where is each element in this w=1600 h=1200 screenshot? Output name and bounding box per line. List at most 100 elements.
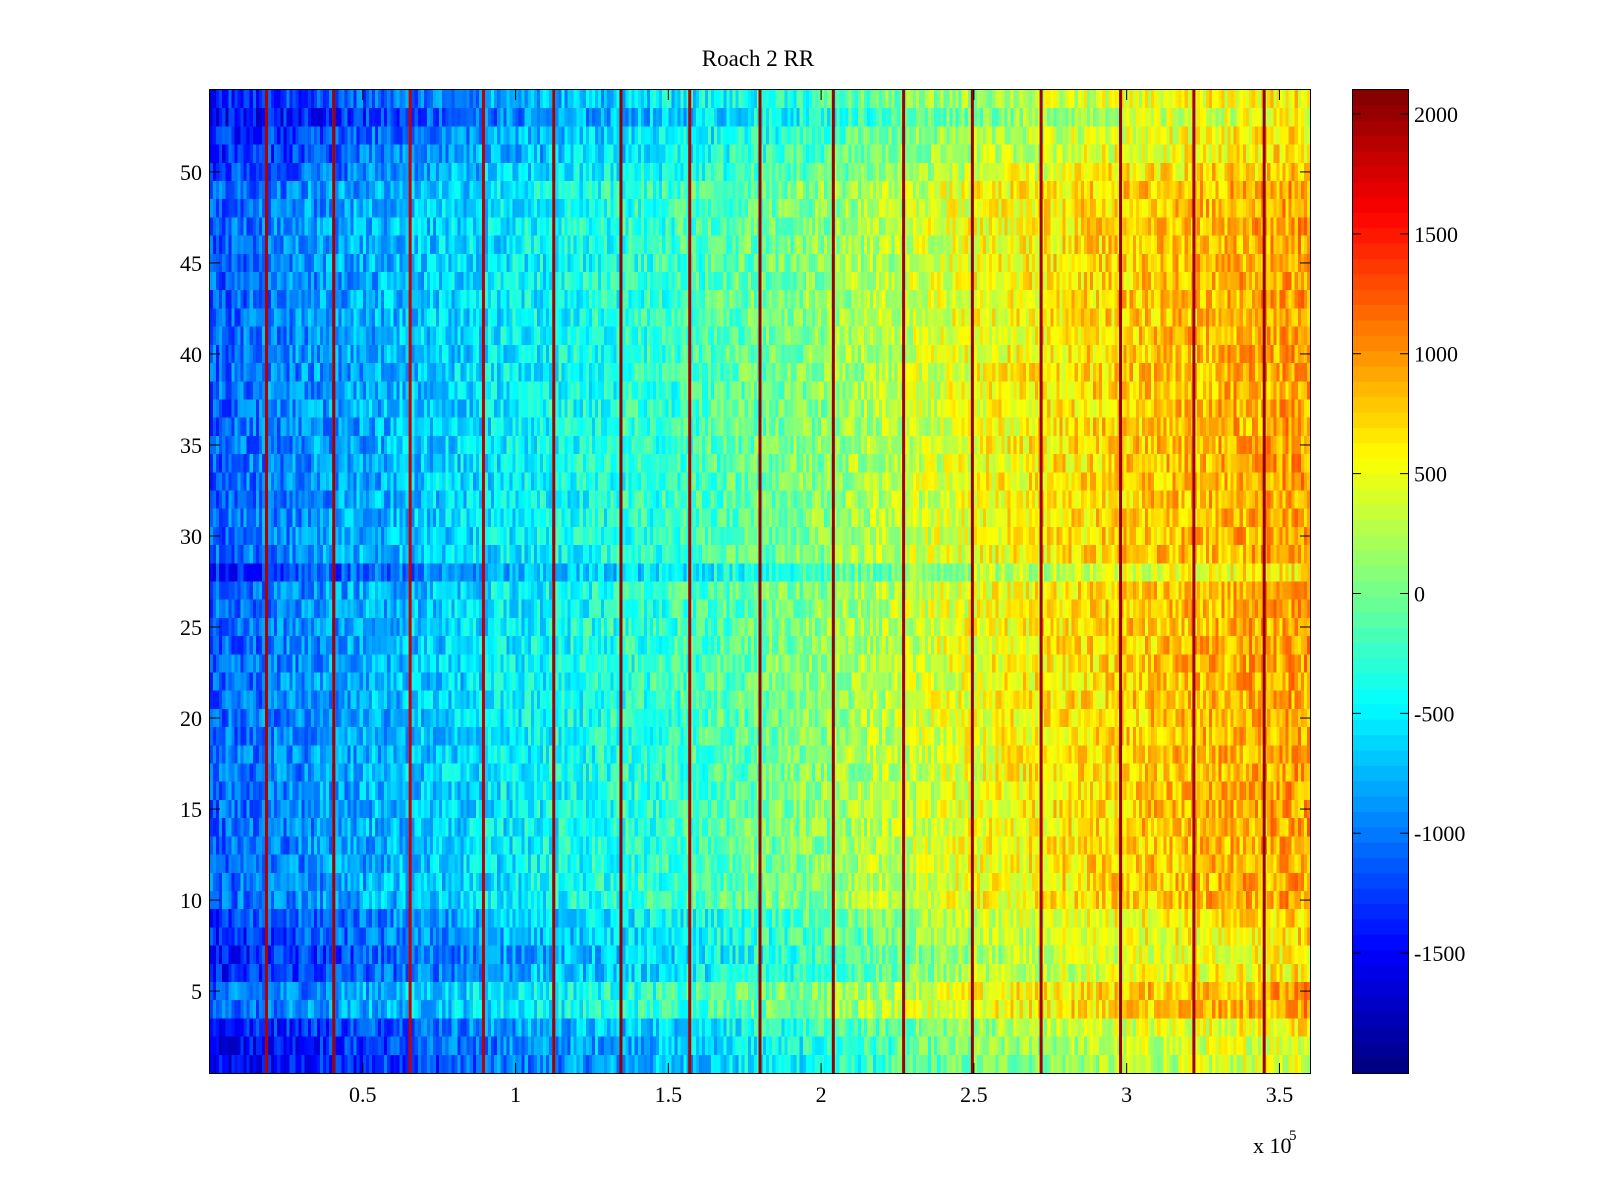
y-tick-label: 10 [180, 888, 202, 913]
x-tick-label: 3.5 [1266, 1082, 1294, 1107]
colorbar-step [1353, 136, 1408, 153]
colorbar-step [1353, 965, 1408, 982]
colorbar-step [1353, 351, 1408, 368]
stripe-line [265, 90, 269, 1073]
y-tick-label: 35 [180, 433, 202, 458]
colorbar-step [1353, 750, 1408, 767]
stripe-line [552, 90, 556, 1073]
colorbar-step [1353, 520, 1408, 537]
colorbar-tick-label: -1000 [1414, 821, 1465, 846]
colorbar-step [1353, 535, 1408, 552]
colorbar-step [1353, 473, 1408, 490]
x-tick-label: 2.5 [960, 1082, 988, 1107]
x-tick-label: 2 [816, 1082, 827, 1107]
colorbar-step [1353, 212, 1408, 229]
stripe-line [688, 90, 692, 1073]
stripe-line [481, 90, 485, 1073]
colorbar-step [1353, 950, 1408, 967]
colorbar-step [1353, 596, 1408, 613]
colorbar-step [1353, 980, 1408, 997]
colorbar-step [1353, 857, 1408, 874]
colorbar-ticks: 2000 1500 1000 500 0 -500 -1000 -1500 [1353, 102, 1465, 966]
colorbar-step [1353, 996, 1408, 1013]
y-tick-label: 25 [180, 615, 202, 640]
heatmap-plot-area: 0.5 1 1.5 2 2.5 3 3.5 5 10 15 20 25 30 35 40 45 50 [180, 89, 1311, 1107]
colorbar-step [1353, 827, 1408, 844]
colorbar-step [1353, 228, 1408, 245]
colorbar-step [1353, 919, 1408, 936]
colorbar-step [1353, 781, 1408, 798]
x-tick-label: 1.5 [655, 1082, 683, 1107]
x-tick-label: 1 [510, 1082, 521, 1107]
colorbar-step [1353, 550, 1408, 567]
stripe-line [1119, 90, 1123, 1073]
colorbar-step [1353, 673, 1408, 690]
colorbar-step [1353, 305, 1408, 321]
colorbar-step [1353, 258, 1408, 275]
y-tick-label: 30 [180, 524, 202, 549]
colorbar-step [1353, 120, 1408, 137]
colorbar-step [1353, 504, 1408, 521]
colorbar-step [1353, 427, 1408, 444]
colorbar-step [1353, 366, 1408, 383]
colorbar-step [1353, 873, 1408, 890]
stripe-line [1039, 90, 1043, 1073]
stripe-line [1192, 90, 1196, 1073]
colorbar-step [1353, 1026, 1408, 1043]
colorbar-step [1353, 397, 1408, 414]
colorbar-step [1353, 105, 1408, 122]
colorbar-step [1353, 289, 1408, 306]
stripe-line [332, 90, 336, 1073]
y-tick-label: 50 [180, 160, 202, 185]
stripe-line [619, 90, 623, 1073]
colorbar-step [1353, 689, 1408, 705]
colorbar-tick-label: 0 [1414, 581, 1425, 606]
colorbar-step [1353, 811, 1408, 828]
colorbar-step [1353, 1057, 1408, 1074]
stripe-line [831, 90, 835, 1073]
colorbar-step [1353, 1011, 1408, 1028]
colorbar-step [1353, 274, 1408, 291]
colorbar-step [1353, 320, 1408, 337]
y-tick-label: 45 [180, 251, 202, 276]
colorbar-step [1353, 842, 1408, 859]
colorbar-step [1353, 566, 1408, 583]
plot-frame [209, 89, 1311, 1074]
colorbar-step [1353, 904, 1408, 921]
colorbar-tick-label: 1500 [1414, 222, 1458, 247]
stripe-line [1262, 90, 1266, 1073]
colorbar-step [1353, 412, 1408, 429]
colorbar-step [1353, 489, 1408, 506]
y-axis: 5 10 15 20 25 30 35 40 45 50 [180, 160, 1310, 1004]
colorbar-step [1353, 166, 1408, 183]
colorbar-step [1353, 581, 1408, 598]
y-tick-label: 15 [180, 797, 202, 822]
y-tick-label: 20 [180, 706, 202, 731]
colorbar-step [1353, 658, 1408, 675]
colorbar-step [1353, 443, 1408, 460]
stripe-line [902, 90, 906, 1073]
colorbar-tick-label: -500 [1414, 701, 1454, 726]
colorbar-step [1353, 151, 1408, 168]
y-tick-label: 40 [180, 342, 202, 367]
colorbar-step [1353, 765, 1408, 782]
x-multiplier-exponent: 5 [1289, 1128, 1297, 1144]
chart-title: Roach 2 RR [702, 46, 815, 71]
colorbar-frame [1352, 89, 1409, 1074]
colorbar-step [1353, 627, 1408, 644]
x-tick-label: 3 [1121, 1082, 1132, 1107]
colorbar-step [1353, 243, 1408, 260]
x-tick-label: 0.5 [349, 1082, 377, 1107]
colorbar-tick-label: -1500 [1414, 941, 1465, 966]
stripe-line [758, 90, 762, 1073]
colorbar-tick-label: 500 [1414, 462, 1447, 487]
colorbar-step [1353, 612, 1408, 629]
colorbar-step [1353, 642, 1408, 659]
stripe-line [408, 90, 412, 1073]
colorbar-step [1353, 458, 1408, 475]
colorbar-tick-label: 2000 [1414, 102, 1458, 127]
colorbar-step [1353, 197, 1408, 214]
colorbar: 2000 1500 1000 500 0 -500 -1000 -1500 [1352, 89, 1465, 1074]
stripe-line [970, 90, 974, 1073]
